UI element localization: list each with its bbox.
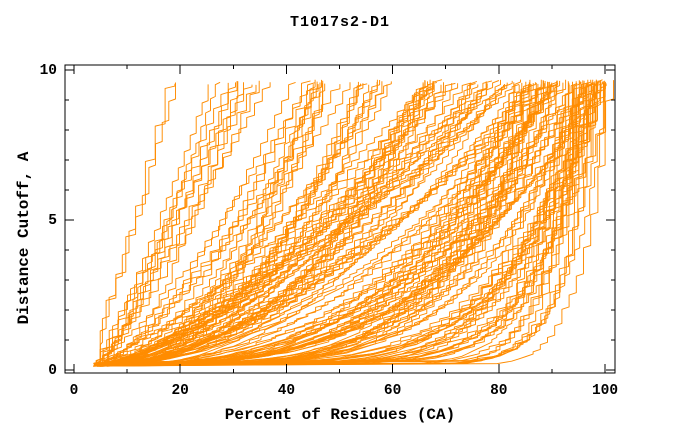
model-curve	[96, 84, 209, 364]
model-curve	[108, 80, 606, 364]
model-curve	[96, 84, 506, 365]
model-curve	[99, 84, 520, 365]
model-curve	[102, 83, 559, 366]
model-curve	[102, 83, 323, 367]
model-curve	[95, 83, 368, 367]
model-curve	[104, 81, 548, 367]
model-curve	[96, 84, 532, 364]
model-curve	[98, 84, 602, 366]
x-tick-label: 20	[171, 383, 188, 399]
model-curves	[93, 79, 614, 367]
model-curve	[101, 81, 378, 365]
model-curve	[98, 80, 260, 364]
model-curve	[108, 81, 434, 367]
model-curve	[98, 83, 595, 366]
model-curve	[96, 84, 257, 366]
x-tick-label: 80	[490, 383, 507, 399]
model-curve	[102, 84, 319, 364]
model-curve	[105, 82, 244, 366]
x-tick-label: 100	[592, 383, 618, 399]
model-curve	[94, 80, 324, 365]
model-curve	[98, 83, 361, 366]
x-axis-label: Percent of Residues (CA)	[224, 406, 456, 424]
model-curve	[106, 82, 271, 365]
model-curve	[97, 80, 544, 367]
model-curve	[96, 79, 501, 365]
y-tick-label: 0	[48, 363, 57, 379]
model-curve	[104, 83, 598, 366]
chart-title: T1017s2-D1	[289, 14, 390, 31]
x-tick-label: 0	[70, 383, 79, 399]
model-curve	[101, 82, 456, 365]
model-curve	[98, 83, 539, 366]
model-curve	[100, 80, 558, 364]
model-curve	[97, 80, 426, 364]
y-tick-label: 10	[40, 63, 57, 79]
model-curve	[104, 84, 442, 367]
model-curve	[107, 84, 542, 366]
model-curve	[107, 81, 239, 367]
model-curve	[94, 84, 584, 364]
model-curve	[101, 82, 606, 367]
model-curve	[101, 84, 529, 366]
model-curve	[107, 81, 383, 367]
y-axis-label: Distance Cutoff, A	[15, 151, 33, 325]
model-curve	[103, 79, 567, 366]
model-curve	[95, 82, 315, 363]
model-curve	[102, 82, 236, 365]
model-curve	[108, 83, 424, 365]
model-curve	[106, 83, 545, 364]
model-curve	[102, 81, 573, 365]
model-curve	[100, 80, 500, 367]
model-curve	[93, 84, 435, 364]
model-curve	[101, 83, 585, 367]
model-curve	[96, 81, 487, 366]
model-curve	[96, 82, 570, 365]
model-curve	[98, 83, 534, 367]
model-curve	[105, 83, 590, 366]
model-curve	[99, 82, 176, 366]
model-curve	[96, 82, 351, 367]
model-curve	[98, 83, 578, 367]
model-curve	[108, 82, 321, 366]
model-curve	[104, 81, 221, 366]
y-tick-label: 5	[48, 213, 57, 229]
model-curve	[99, 80, 601, 367]
model-curve	[96, 81, 296, 367]
model-curve	[96, 83, 471, 366]
model-curve	[103, 81, 318, 364]
model-curve	[103, 80, 513, 364]
model-curve	[95, 83, 593, 367]
x-tick-label: 60	[384, 383, 401, 399]
model-curve	[94, 79, 531, 366]
x-tick-label: 40	[278, 383, 295, 399]
model-curve	[108, 81, 558, 365]
model-curve	[96, 81, 581, 367]
model-curve	[99, 82, 424, 367]
model-curve	[102, 84, 570, 365]
model-curve	[93, 81, 428, 364]
model-curve	[96, 82, 472, 366]
model-curve	[97, 84, 532, 365]
model-curve	[105, 84, 341, 364]
model-curve	[108, 80, 311, 366]
model-curve	[103, 80, 585, 364]
axis-ticks	[65, 65, 615, 373]
model-curve	[96, 81, 392, 367]
model-curve	[104, 79, 443, 367]
model-curve	[97, 82, 594, 364]
model-curve	[103, 82, 605, 364]
model-curve	[102, 79, 521, 365]
model-curve	[103, 82, 229, 366]
model-curve	[108, 82, 515, 366]
model-curve	[95, 84, 575, 365]
model-curve	[106, 83, 559, 365]
